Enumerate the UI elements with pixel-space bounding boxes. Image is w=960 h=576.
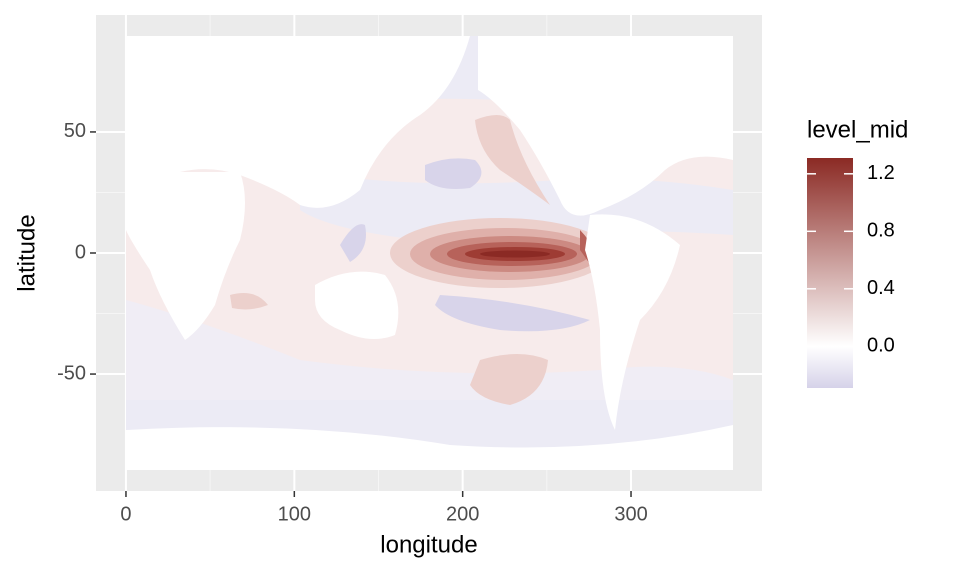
colorbar-tick-label: 1.2 xyxy=(867,162,895,184)
colorbar xyxy=(807,158,853,388)
axes: 0 100 200 300 -50 0 50 xyxy=(57,120,648,525)
x-tick-label: 0 xyxy=(120,503,131,525)
x-tick-label: 300 xyxy=(614,503,647,525)
y-axis-title: latitude xyxy=(13,214,40,291)
x-axis-title: longitude xyxy=(380,531,477,558)
x-tick-label: 200 xyxy=(446,503,479,525)
y-tick-label: 0 xyxy=(75,241,86,263)
colorbar-tick-label: 0.8 xyxy=(867,220,895,242)
y-tick-label: -50 xyxy=(57,362,86,384)
legend: 1.2 0.8 0.4 0.0 xyxy=(807,162,895,357)
colorbar-tick-label: 0.0 xyxy=(867,335,895,357)
y-tick-label: 50 xyxy=(64,120,86,142)
contour-field xyxy=(126,36,733,470)
colorbar-tick-label: 0.4 xyxy=(867,277,895,299)
legend-title: level_mid xyxy=(807,116,908,143)
x-tick-label: 100 xyxy=(278,503,311,525)
